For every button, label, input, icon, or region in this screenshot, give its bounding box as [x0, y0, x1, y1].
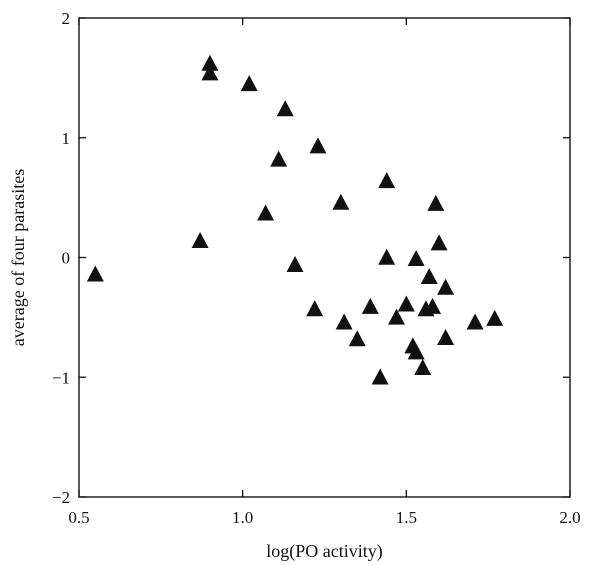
data-point — [427, 194, 445, 211]
data-point — [414, 358, 432, 375]
x-tick-label: 0.5 — [68, 508, 89, 527]
data-point — [306, 300, 324, 317]
data-point — [407, 343, 425, 360]
data-point — [201, 64, 219, 81]
data-point — [276, 100, 294, 117]
data-point — [397, 295, 415, 312]
x-tick-label: 2.0 — [559, 508, 580, 527]
axis-ticks — [78, 17, 571, 498]
data-point — [332, 193, 350, 210]
data-point — [309, 137, 327, 154]
data-point — [420, 267, 438, 284]
data-point — [191, 232, 209, 249]
data-point — [361, 297, 379, 314]
y-tick-label: 1 — [62, 129, 71, 148]
axis-tick-labels: 0.5 1.0 1.5 2.0 −2 −1 0 1 2 — [52, 9, 581, 527]
plot-frame — [78, 17, 571, 498]
y-tick-label: −2 — [52, 488, 70, 507]
data-point — [378, 172, 396, 189]
y-tick-label: −1 — [52, 368, 70, 387]
data-point — [348, 330, 366, 347]
y-tick-label: 2 — [62, 9, 71, 28]
data-point — [388, 308, 406, 325]
data-point — [201, 54, 219, 71]
data-point — [270, 150, 288, 167]
y-axis-title: average of four parasites — [8, 169, 28, 346]
data-point — [378, 248, 396, 265]
data-point — [240, 75, 258, 92]
x-tick-label: 1.0 — [232, 508, 253, 527]
y-tick-label: 0 — [62, 249, 71, 268]
data-point — [257, 204, 275, 221]
data-point — [466, 313, 484, 330]
data-point — [430, 234, 448, 251]
x-tick-label: 1.5 — [396, 508, 417, 527]
data-point — [86, 265, 104, 282]
data-point — [371, 368, 389, 385]
data-point — [424, 297, 442, 314]
data-point — [335, 313, 353, 330]
data-point — [437, 278, 455, 295]
data-points — [86, 54, 504, 385]
data-point — [437, 329, 455, 346]
data-point — [407, 249, 425, 266]
x-axis-title: log(PO activity) — [266, 541, 382, 562]
data-point — [286, 255, 304, 272]
data-point — [486, 309, 504, 326]
